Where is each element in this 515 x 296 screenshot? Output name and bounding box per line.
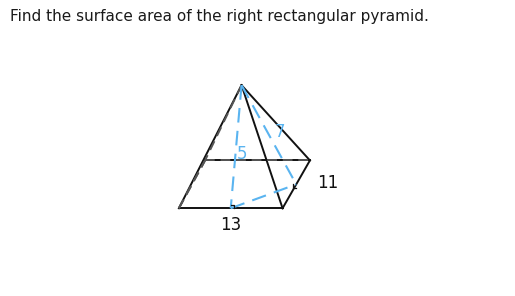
Text: 11: 11 (318, 174, 339, 192)
Text: 13: 13 (220, 216, 242, 234)
Text: Find the surface area of the right rectangular pyramid.: Find the surface area of the right recta… (10, 9, 429, 24)
Text: 7: 7 (275, 123, 285, 141)
Text: 5: 5 (237, 144, 247, 163)
